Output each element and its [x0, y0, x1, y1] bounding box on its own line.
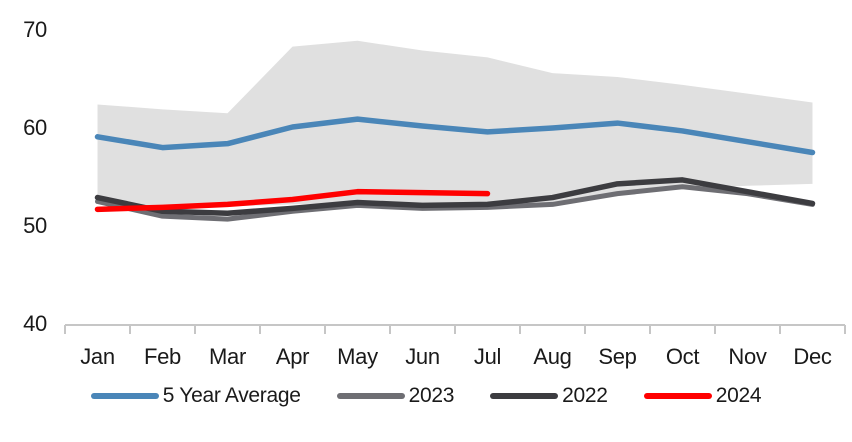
series-line-2023 — [95, 184, 815, 222]
x-tick-label-sep: Sep — [598, 344, 636, 369]
legend-swatch-5-year-average — [90, 393, 159, 399]
x-tick-label-jul: Jul — [474, 344, 501, 369]
chart-legend: 5 Year Average 2023 2022 2024 — [0, 384, 852, 408]
range-band — [97, 40, 813, 208]
x-tick-label-oct: Oct — [666, 344, 700, 369]
legend-swatch-2023 — [336, 393, 405, 399]
x-tick-label-jun: Jun — [405, 344, 440, 369]
y-tick-label-40: 40 — [23, 311, 47, 336]
legend-label-2024: 2024 — [715, 384, 762, 407]
x-tick-label-feb: Feb — [144, 344, 181, 369]
x-tick-label-may: May — [337, 344, 378, 369]
series-line-5-year-average — [94, 116, 816, 156]
legend-label-2022: 2022 — [562, 384, 608, 407]
legend-item-2023: 2023 — [336, 384, 455, 408]
y-tick-label-70: 70 — [23, 17, 47, 42]
legend-item-2024: 2024 — [643, 384, 762, 408]
legend-label-2023: 2023 — [408, 384, 455, 407]
y-tick-label-60: 60 — [23, 115, 47, 140]
series-line-2024 — [94, 188, 491, 213]
legend-item-2022: 2022 — [490, 384, 608, 408]
y-tick-label-50: 50 — [23, 213, 47, 238]
x-tick-label-apr: Apr — [276, 344, 309, 369]
x-tick-label-mar: Mar — [209, 344, 246, 369]
legend-item-5-year-average: 5 Year Average — [90, 384, 301, 408]
x-tick-label-aug: Aug — [533, 344, 571, 369]
x-tick-label-dec: Dec — [793, 344, 832, 369]
legend-swatch-2024 — [643, 393, 712, 399]
series-line-2022 — [94, 177, 816, 216]
legend-swatch-2022 — [490, 393, 559, 399]
legend-label-5-year-average: 5 Year Average — [162, 384, 301, 407]
x-tick-label-nov: Nov — [728, 344, 767, 369]
x-tick-label-jan: Jan — [80, 344, 115, 369]
